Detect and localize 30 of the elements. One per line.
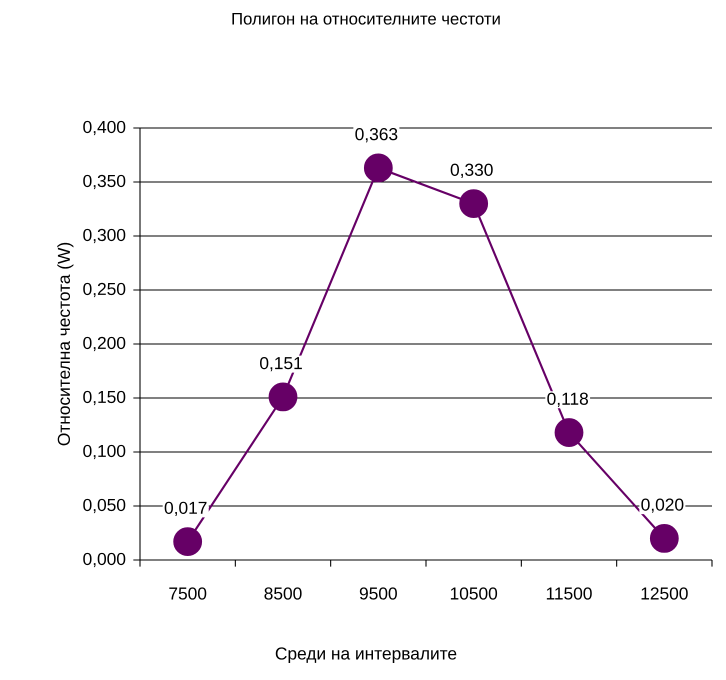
y-tick-label: 0,250 xyxy=(83,282,126,298)
point xyxy=(268,382,298,412)
y-axis-title: Относителна честота (W) xyxy=(57,242,74,446)
point xyxy=(173,527,202,556)
point xyxy=(650,524,679,553)
y-tick-label: 0,050 xyxy=(83,498,126,514)
x-tick-label: 8500 xyxy=(264,587,302,600)
x-tick-label: 11500 xyxy=(546,587,592,600)
x-tick-label: 9500 xyxy=(360,587,397,600)
text: 0,118 xyxy=(547,392,588,407)
y-tick-label: 0,100 xyxy=(83,444,126,460)
text: 0,151 xyxy=(260,356,302,372)
x-tick-label: 7500 xyxy=(169,587,206,600)
x-tick-label: 12500 xyxy=(642,587,688,600)
y-tick-label: 0,350 xyxy=(83,174,126,190)
y-tick-label: 0,300 xyxy=(83,228,126,244)
y-tick-label: 0,200 xyxy=(83,336,126,352)
text: 0,017 xyxy=(164,502,207,516)
point xyxy=(364,154,393,182)
text: 0,020 xyxy=(641,498,684,513)
point xyxy=(554,418,584,447)
y-tick-label: 0,150 xyxy=(83,390,126,406)
x-axis-title: Среди на интервалите xyxy=(276,647,456,664)
y-tick-label: 0,000 xyxy=(83,552,126,568)
text: 0,330 xyxy=(450,164,493,178)
text: 0,363 xyxy=(355,128,398,142)
chart-title: Полигон на относителните честоти xyxy=(232,12,500,25)
point xyxy=(459,189,488,218)
x-tick-label: 10500 xyxy=(450,587,498,600)
y-tick-label: 0,400 xyxy=(83,120,126,136)
